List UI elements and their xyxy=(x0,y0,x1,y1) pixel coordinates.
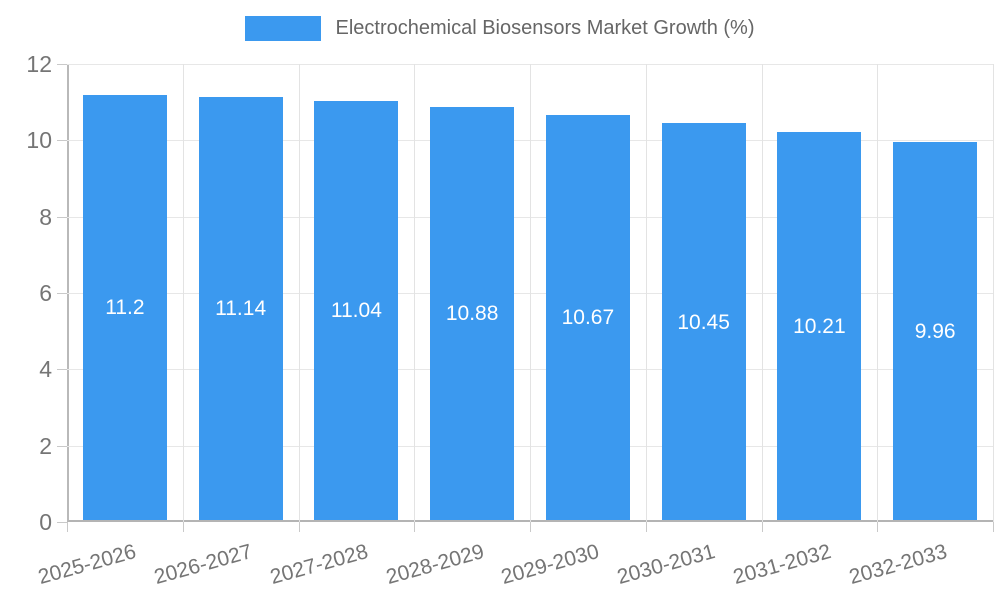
x-tick-mark xyxy=(298,522,300,532)
x-tick-mark xyxy=(877,522,879,532)
x-gridline xyxy=(761,64,763,522)
bar[interactable] xyxy=(430,106,515,520)
x-axis-tick-label: 2031-2032 xyxy=(730,540,834,590)
bar-value-label: 10.88 xyxy=(445,302,499,326)
y-tick-mark xyxy=(57,64,67,65)
y-tick-mark xyxy=(57,369,67,371)
x-axis-tick-label: 2032-2033 xyxy=(846,540,950,590)
x-axis-tick-label: 2030-2031 xyxy=(614,540,718,590)
x-axis-tick-label: 2028-2029 xyxy=(383,540,487,590)
y-axis-tick-label: 2 xyxy=(39,432,52,459)
legend-swatch-icon xyxy=(245,16,322,41)
x-tick-mark xyxy=(67,522,68,532)
y-axis-tick-label: 12 xyxy=(26,51,52,77)
x-axis-tick-label: 2027-2028 xyxy=(267,540,371,590)
y-axis-tick-label: 10 xyxy=(26,127,52,154)
x-tick-mark xyxy=(414,522,416,532)
y-axis-tick-label: 6 xyxy=(39,280,52,306)
x-axis-tick-label: 2026-2027 xyxy=(151,540,255,590)
y-tick-mark xyxy=(57,522,67,523)
bar-value-label: 11.2 xyxy=(105,296,145,320)
legend-item[interactable]: Electrochemical Biosensors Market Growth… xyxy=(0,16,1000,41)
bar[interactable] xyxy=(893,141,978,520)
x-axis-tick-label: 2029-2030 xyxy=(499,540,603,590)
x-tick-mark xyxy=(993,522,994,532)
bar-value-label: 11.14 xyxy=(215,297,267,321)
x-tick-mark xyxy=(182,522,184,532)
x-gridline xyxy=(298,64,300,522)
bar[interactable] xyxy=(82,94,167,520)
y-tick-mark xyxy=(57,140,67,142)
x-gridline xyxy=(645,64,647,522)
y-axis-tick-label: 8 xyxy=(39,203,52,230)
x-tick-mark xyxy=(645,522,647,532)
x-gridline xyxy=(530,64,531,522)
bar[interactable] xyxy=(777,132,862,520)
bar[interactable] xyxy=(545,114,630,520)
bar-value-label: 9.96 xyxy=(914,319,956,343)
bar-value-label: 10.21 xyxy=(793,315,846,339)
bar[interactable] xyxy=(661,123,746,520)
bar-value-label: 11.04 xyxy=(330,299,382,323)
x-gridline xyxy=(877,64,879,522)
legend-label: Electrochemical Biosensors Market Growth… xyxy=(335,17,755,39)
y-axis-tick-label: 4 xyxy=(39,356,52,383)
x-gridline xyxy=(414,64,416,522)
x-tick-mark xyxy=(530,522,531,532)
y-tick-mark xyxy=(57,216,67,218)
bar[interactable] xyxy=(198,96,283,520)
y-tick-mark xyxy=(57,445,67,447)
bar-value-label: 10.45 xyxy=(677,310,730,334)
x-axis-tick-label: 2025-2026 xyxy=(36,540,140,590)
y-tick-mark xyxy=(57,293,67,294)
y-axis-tick-label: 0 xyxy=(39,509,52,535)
x-tick-mark xyxy=(761,522,763,532)
bar-value-label: 10.67 xyxy=(561,306,615,330)
bar[interactable] xyxy=(314,100,399,520)
x-gridline xyxy=(993,64,994,522)
x-gridline xyxy=(182,64,184,522)
